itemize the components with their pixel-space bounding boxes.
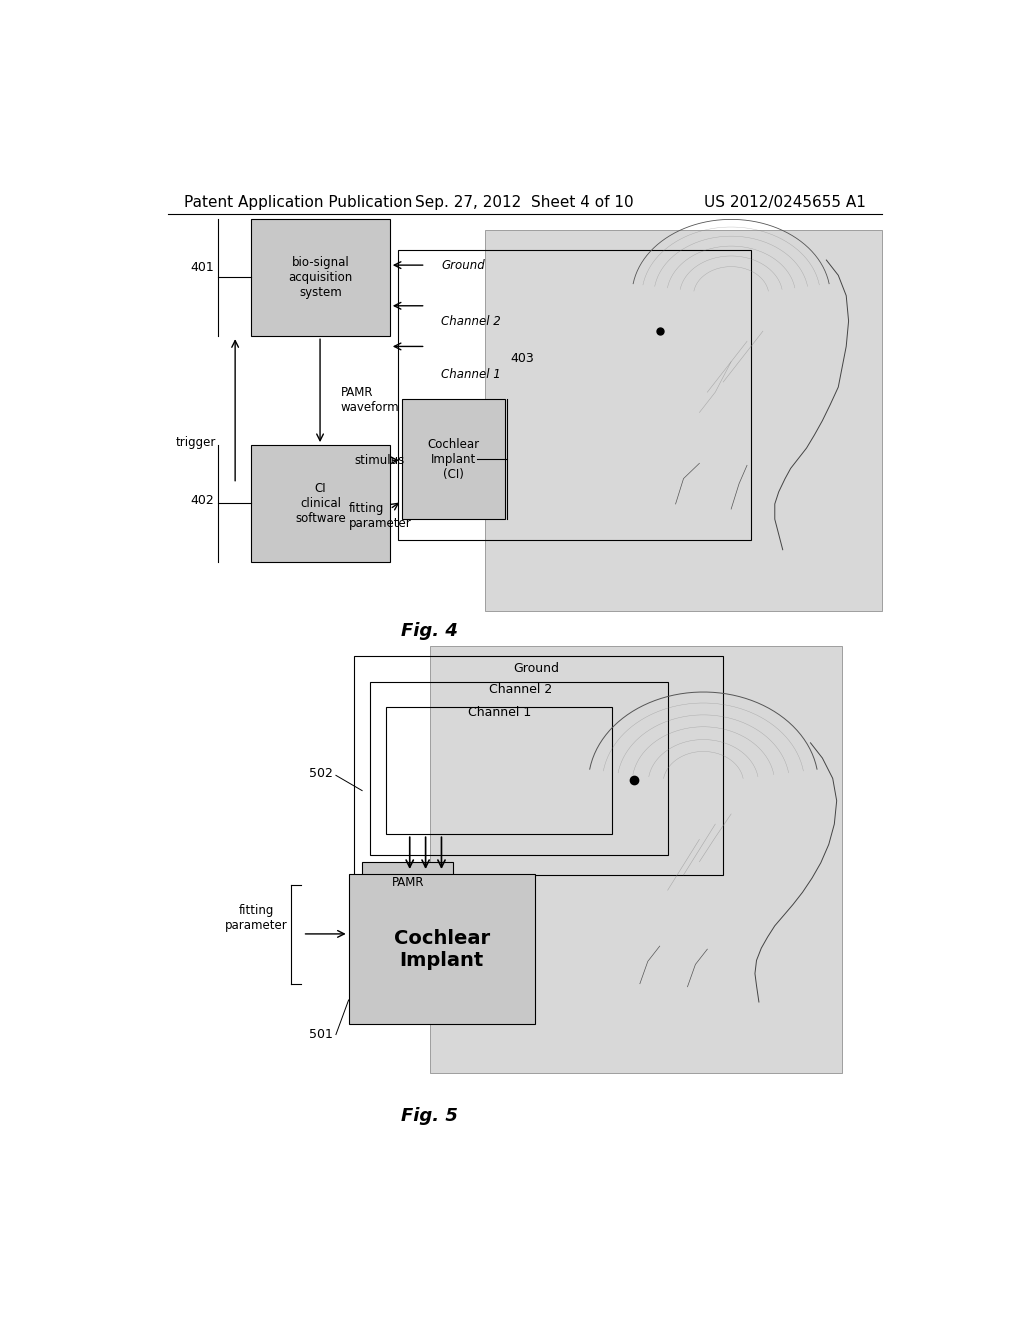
FancyBboxPatch shape	[362, 862, 454, 903]
Text: Channel 2: Channel 2	[441, 314, 501, 327]
Text: stimulus: stimulus	[354, 454, 404, 467]
Text: Channel 1: Channel 1	[441, 368, 501, 381]
Text: fitting
parameter: fitting parameter	[348, 502, 412, 531]
FancyBboxPatch shape	[348, 874, 536, 1024]
Text: Cochlear
Implant: Cochlear Implant	[394, 929, 489, 970]
Text: PAMR
waveform: PAMR waveform	[341, 387, 399, 414]
Bar	[430, 647, 842, 1073]
Text: 402: 402	[190, 495, 214, 507]
Text: fitting
parameter: fitting parameter	[225, 904, 288, 932]
Text: Fig. 4: Fig. 4	[401, 622, 458, 640]
Text: 401: 401	[190, 260, 214, 273]
Text: Cochlear
Implant
(CI): Cochlear Implant (CI)	[427, 438, 479, 480]
Text: CI
clinical
software: CI clinical software	[295, 482, 346, 525]
Text: Channel 2: Channel 2	[489, 684, 553, 697]
Text: 403: 403	[511, 352, 535, 366]
Text: Ground: Ground	[514, 663, 560, 675]
Text: Fig. 5: Fig. 5	[401, 1107, 458, 1125]
Text: Channel 1: Channel 1	[468, 706, 531, 719]
Text: Sep. 27, 2012  Sheet 4 of 10: Sep. 27, 2012 Sheet 4 of 10	[416, 194, 634, 210]
FancyBboxPatch shape	[401, 399, 505, 519]
Text: 501: 501	[309, 1028, 333, 1041]
Text: PAMR: PAMR	[391, 875, 424, 888]
Text: bio-signal
acquisition
system: bio-signal acquisition system	[289, 256, 352, 300]
Text: 502: 502	[309, 767, 333, 780]
Text: Patent Application Publication: Patent Application Publication	[183, 194, 412, 210]
FancyBboxPatch shape	[251, 219, 390, 337]
Bar	[485, 230, 882, 611]
Text: Ground: Ground	[441, 259, 485, 272]
Text: US 2012/0245655 A1: US 2012/0245655 A1	[705, 194, 866, 210]
Text: trigger: trigger	[175, 437, 216, 450]
FancyBboxPatch shape	[251, 445, 390, 562]
